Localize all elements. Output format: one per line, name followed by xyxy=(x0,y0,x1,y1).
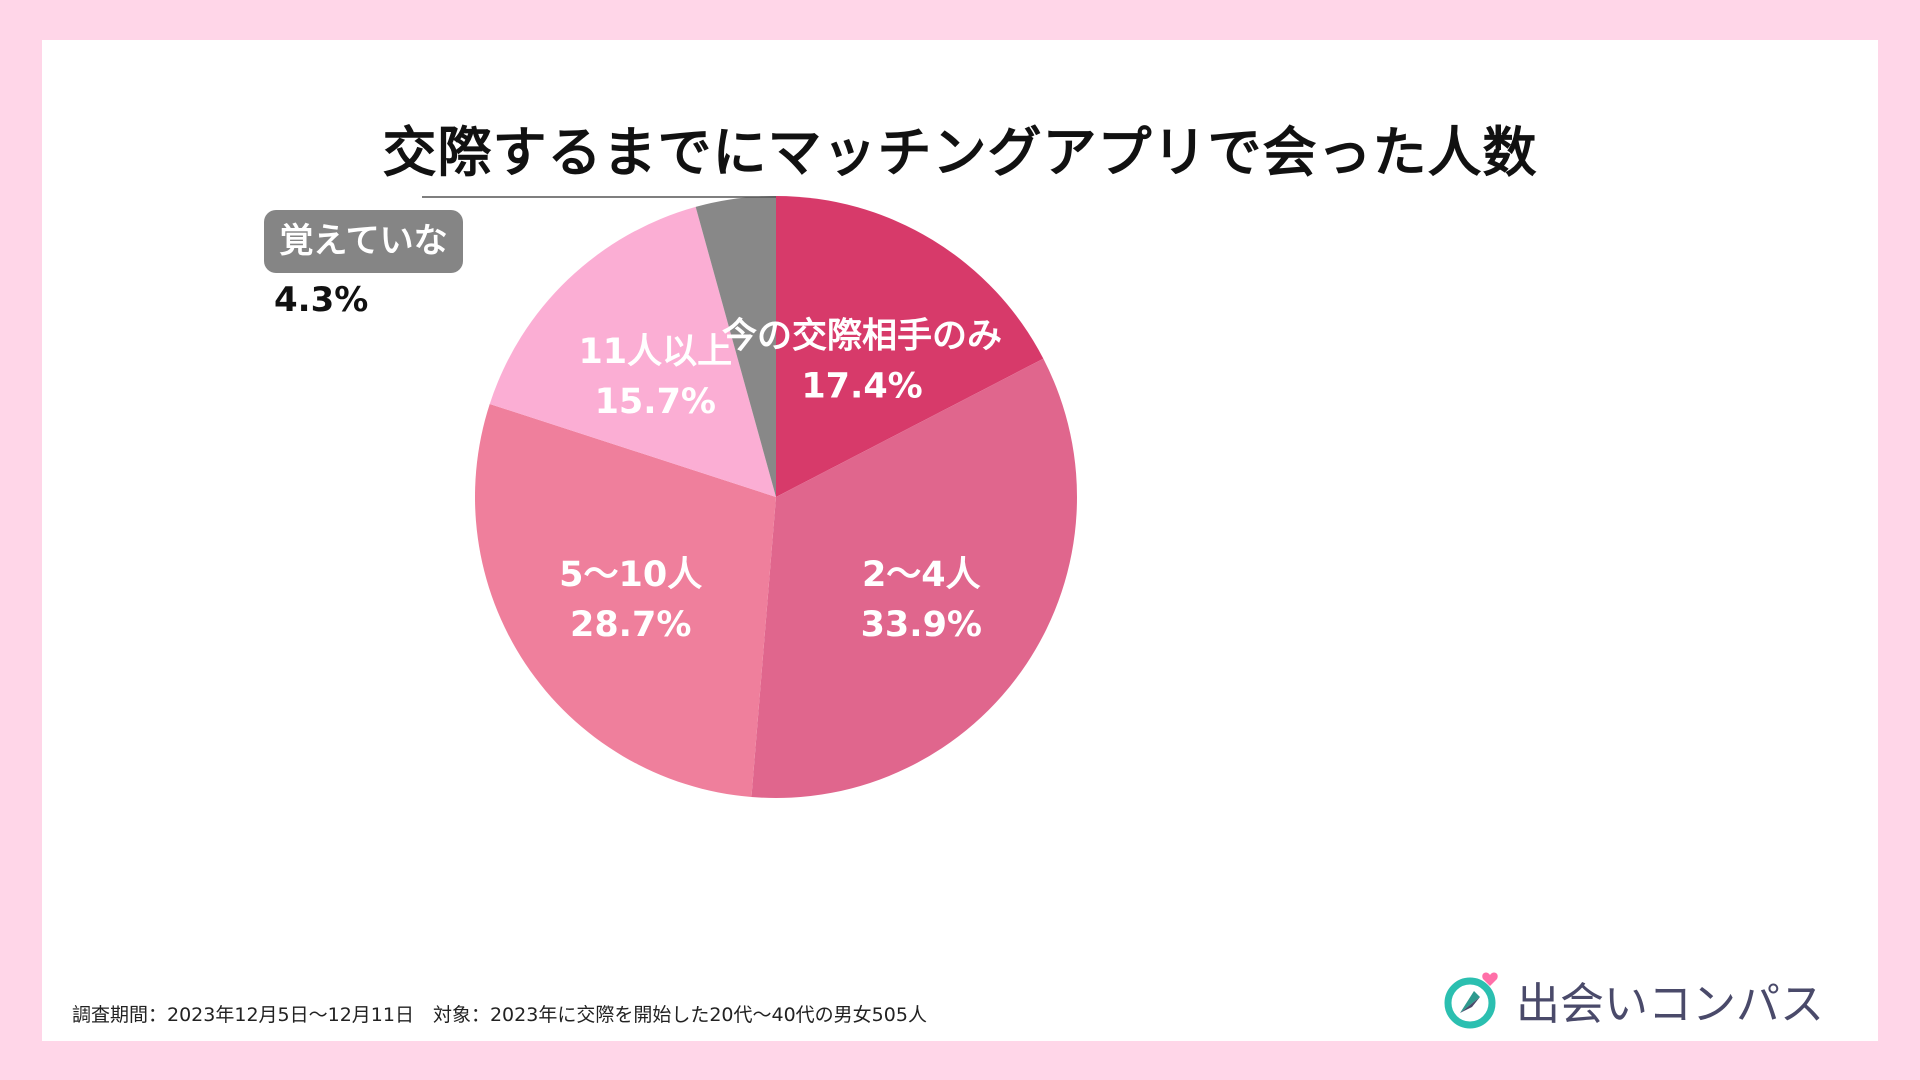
pie-slice xyxy=(695,196,776,497)
pie-slice xyxy=(474,403,776,797)
logo-text: 出会いコンパス xyxy=(1516,979,1824,1030)
pie-chart: 今の交際相手のみ 17.4% 2〜4人 33.9% 5〜10人 28.7% 11人以上 15.… xyxy=(422,196,1077,798)
slice-category-label: 11人以上 xyxy=(578,332,732,372)
slice-value-label: 33.9% xyxy=(861,605,982,645)
callout-label: 覚えていない xyxy=(264,210,463,324)
brand-logo: 出会いコンパス xyxy=(1442,965,1824,1035)
slice-category-label: 今の交際相手のみ xyxy=(722,316,1002,357)
chart-card: 交際するまでにマッチングアプリで会った人数 今の交際相手のみ 17.4% 2〜4人 3… xyxy=(42,40,1878,1041)
slice-value-label: 17.4% xyxy=(801,367,922,407)
slice-category-label: 2〜4人 xyxy=(862,555,981,595)
slice-value-label: 15.7% xyxy=(595,382,716,422)
slice-category-label: 5〜10人 xyxy=(559,555,702,595)
compass-heart-icon xyxy=(1444,972,1498,1029)
pie-slice xyxy=(776,196,1044,497)
pie-slice xyxy=(751,358,1077,798)
footnote: 調査期間：2023年12月5日〜12月11日 対象：2023年に交際を開始した2… xyxy=(72,1004,927,1026)
slice-value-label: 28.7% xyxy=(570,605,691,645)
callout-value: 4.3% xyxy=(274,280,369,320)
chart-title: 交際するまでにマッチングアプリで会った人数 xyxy=(382,121,1538,184)
pie-slice xyxy=(489,206,776,497)
